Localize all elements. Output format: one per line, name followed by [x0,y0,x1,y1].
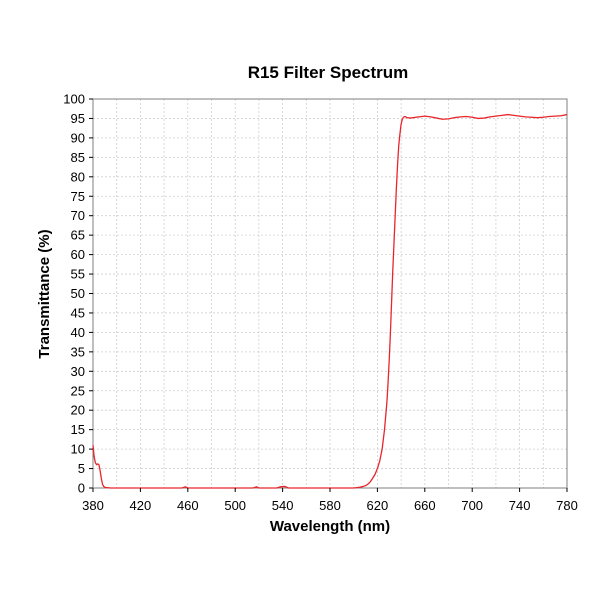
y-tick-label: 60 [71,247,85,262]
grid-lines [93,99,567,488]
y-tick-label: 70 [71,208,85,223]
y-tick-label: 65 [71,228,85,243]
x-tick-label: 540 [272,498,294,513]
tick-marks [89,98,568,492]
y-tick-label: 55 [71,267,85,282]
y-tick-label: 85 [71,150,85,165]
x-tick-label: 580 [319,498,341,513]
y-tick-label: 30 [71,364,85,379]
x-tick-label: 620 [367,498,389,513]
y-tick-label: 15 [71,422,85,437]
x-tick-label: 700 [461,498,483,513]
y-tick-label: 45 [71,305,85,320]
y-tick-label: 20 [71,403,85,418]
x-tick-label: 460 [177,498,199,513]
x-tick-label: 780 [556,498,578,513]
y-tick-label: 75 [71,189,85,204]
x-tick-label: 380 [82,498,104,513]
chart-title: R15 Filter Spectrum [248,63,409,82]
y-tick-label: 50 [71,286,85,301]
x-tick-labels: 380 420 460 500 540 580 620 660 700 740 780 [82,498,578,513]
y-tick-label: 10 [71,442,85,457]
y-tick-labels: 0 5 10 15 20 25 30 35 40 45 50 55 60 65 70 75 80 85 90 95 10… [63,92,85,496]
x-tick-label: 500 [224,498,246,513]
x-tick-label: 420 [130,498,152,513]
y-tick-label: 0 [78,481,85,496]
x-axis-title: Wavelength (nm) [270,518,390,535]
y-axis-title: Transmittance (%) [36,229,53,358]
transmittance-series-line [92,113,568,489]
y-tick-label: 35 [71,344,85,359]
x-tick-label: 740 [509,498,531,513]
y-tick-label: 90 [71,130,85,145]
x-tick-label: 660 [414,498,436,513]
y-tick-label: 95 [71,111,85,126]
y-tick-label: 100 [63,92,85,107]
y-tick-label: 5 [78,461,85,476]
y-tick-label: 80 [71,169,85,184]
y-tick-label: 25 [71,383,85,398]
series-layer [92,113,568,489]
y-tick-label: 40 [71,325,85,340]
